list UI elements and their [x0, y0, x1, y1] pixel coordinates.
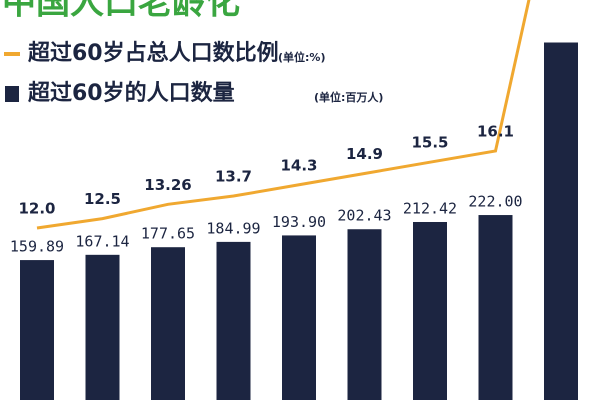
- bar: [20, 260, 54, 400]
- bars: 159.89 167.14 177.65 184.99 193.90 202.43 212.…: [10, 42, 578, 400]
- bar: [282, 235, 316, 400]
- line-value-label: 13.7: [215, 168, 252, 186]
- bar-value-label: 167.14: [75, 232, 129, 250]
- legend-bar-unit: (单位:百万人): [314, 90, 383, 104]
- line-value-label: 16.1: [477, 122, 514, 140]
- line-value-label: 14.3: [280, 156, 317, 174]
- line-value-label: 15.5: [411, 134, 448, 152]
- chart-title: 中国人口老龄化: [2, 0, 240, 23]
- bar: [544, 42, 578, 400]
- bar: [413, 221, 447, 400]
- bar: [216, 241, 251, 400]
- line-value-label: 14.9: [346, 145, 383, 163]
- line-value-label: 12.5: [84, 190, 121, 208]
- legend-line: 超过60岁占总人口数比例: [28, 40, 279, 66]
- legend-line-unit: (单位:%): [278, 50, 325, 64]
- bar-value-label: 193.90: [272, 213, 326, 231]
- bar: [85, 254, 120, 400]
- bar-value-label: 202.43: [337, 207, 391, 225]
- bar-value-label: 212.42: [403, 199, 457, 217]
- bar-value-label: 177.65: [141, 225, 195, 243]
- line-layer: 12.0 12.5 13.26 13.7 14.3 14.9 15.5 16.1: [18, 0, 531, 230]
- line: [36, 0, 531, 230]
- bar-value-label: 184.99: [206, 219, 260, 237]
- bar: [347, 229, 382, 400]
- line-value-label: 13.26: [144, 176, 191, 194]
- legend-bar-swatch: [5, 86, 19, 102]
- line-value-label: 12.0: [18, 200, 55, 218]
- bar-value-label: 159.89: [10, 238, 64, 256]
- bar: [151, 247, 185, 400]
- bar-value-label: 222.00: [468, 193, 522, 211]
- legend-bar: 超过60岁的人口数量: [28, 80, 235, 106]
- bar: [478, 215, 513, 400]
